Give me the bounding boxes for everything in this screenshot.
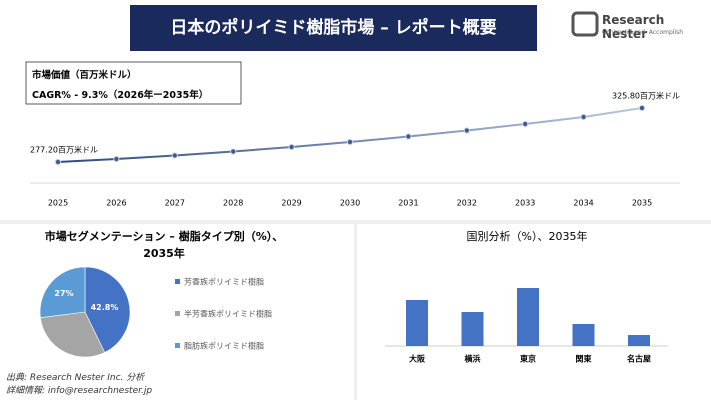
logo-name: Research Nester xyxy=(602,13,665,41)
x-tick-label: 2033 xyxy=(515,199,535,208)
data-label: 42.8% xyxy=(91,303,119,312)
x-tick-label: 2026 xyxy=(106,199,126,208)
line xyxy=(57,107,643,163)
x-tick-label: 関東 xyxy=(576,354,592,364)
x-tick-label: 2032 xyxy=(457,199,477,208)
legend-swatch xyxy=(175,279,180,284)
marker xyxy=(346,138,354,146)
bar xyxy=(628,335,650,346)
x-tick-label: 東京 xyxy=(520,354,536,364)
x-tick-label: 横浜 xyxy=(465,354,481,364)
marker xyxy=(522,120,529,128)
chart-title: 国別分析（%）、2035年 xyxy=(466,230,588,243)
title-banner xyxy=(130,5,537,51)
data-label: 27% xyxy=(54,289,73,298)
marker xyxy=(638,104,646,112)
source: 出典: Research Nester Inc. 分析 xyxy=(6,373,145,383)
bar xyxy=(572,324,595,346)
pie-slice xyxy=(39,266,86,318)
logo-icon xyxy=(571,11,599,37)
marker xyxy=(405,133,412,140)
pie-slice xyxy=(84,266,131,353)
marker xyxy=(288,143,295,151)
legend-label: 脂肪族ポリイミド樹脂 xyxy=(184,341,264,351)
legend-swatch xyxy=(175,343,180,348)
x-tick-label: 2025 xyxy=(48,199,68,208)
contact: 詳細情報: info@researchnester.jp xyxy=(6,386,153,396)
divider xyxy=(354,224,357,400)
x-tick-label: 大阪 xyxy=(409,354,426,364)
x-tick-label: 2035 xyxy=(632,199,652,208)
legend-label: 半芳香族ポリイミド樹脂 xyxy=(184,309,272,319)
page-title: 日本のポリイミド樹脂市場 – レポート概要 xyxy=(170,18,497,38)
x-tick-label: 2027 xyxy=(165,199,185,208)
bar xyxy=(406,300,428,346)
bar xyxy=(461,312,484,346)
marker xyxy=(230,148,237,155)
legend-label: 芳香族ポリイミド樹脂 xyxy=(184,277,264,287)
x-tick-label: 2029 xyxy=(281,199,301,208)
annotation: CAGR% - 9.3%（2026年ー2035年） xyxy=(32,90,209,101)
marker xyxy=(463,127,470,134)
marker xyxy=(580,113,587,121)
x-tick-label: 名古屋 xyxy=(627,354,651,364)
x-tick-label: 2034 xyxy=(573,199,593,208)
annotation: 市場価値（百万米ドル） xyxy=(32,70,137,81)
data-label: 325.80百万米ドル xyxy=(612,91,680,101)
marker xyxy=(54,158,62,166)
divider xyxy=(0,220,711,224)
info-box xyxy=(25,61,242,105)
logo-tagline: Connect. Lead. Accomplish xyxy=(602,29,684,36)
x-tick-label: 2031 xyxy=(398,199,418,208)
data-label: 277.20百万米ドル xyxy=(30,145,98,155)
pie-slice xyxy=(40,311,106,358)
x-tick-label: 2028 xyxy=(223,199,243,208)
x-tick-label: 2030 xyxy=(340,199,360,208)
marker xyxy=(113,155,120,163)
bar xyxy=(517,288,539,346)
marker xyxy=(171,152,178,159)
chart-title: 市場セグメンテーション – 樹脂タイプ別（%）、2035年 xyxy=(44,230,284,260)
legend-swatch xyxy=(175,311,180,316)
